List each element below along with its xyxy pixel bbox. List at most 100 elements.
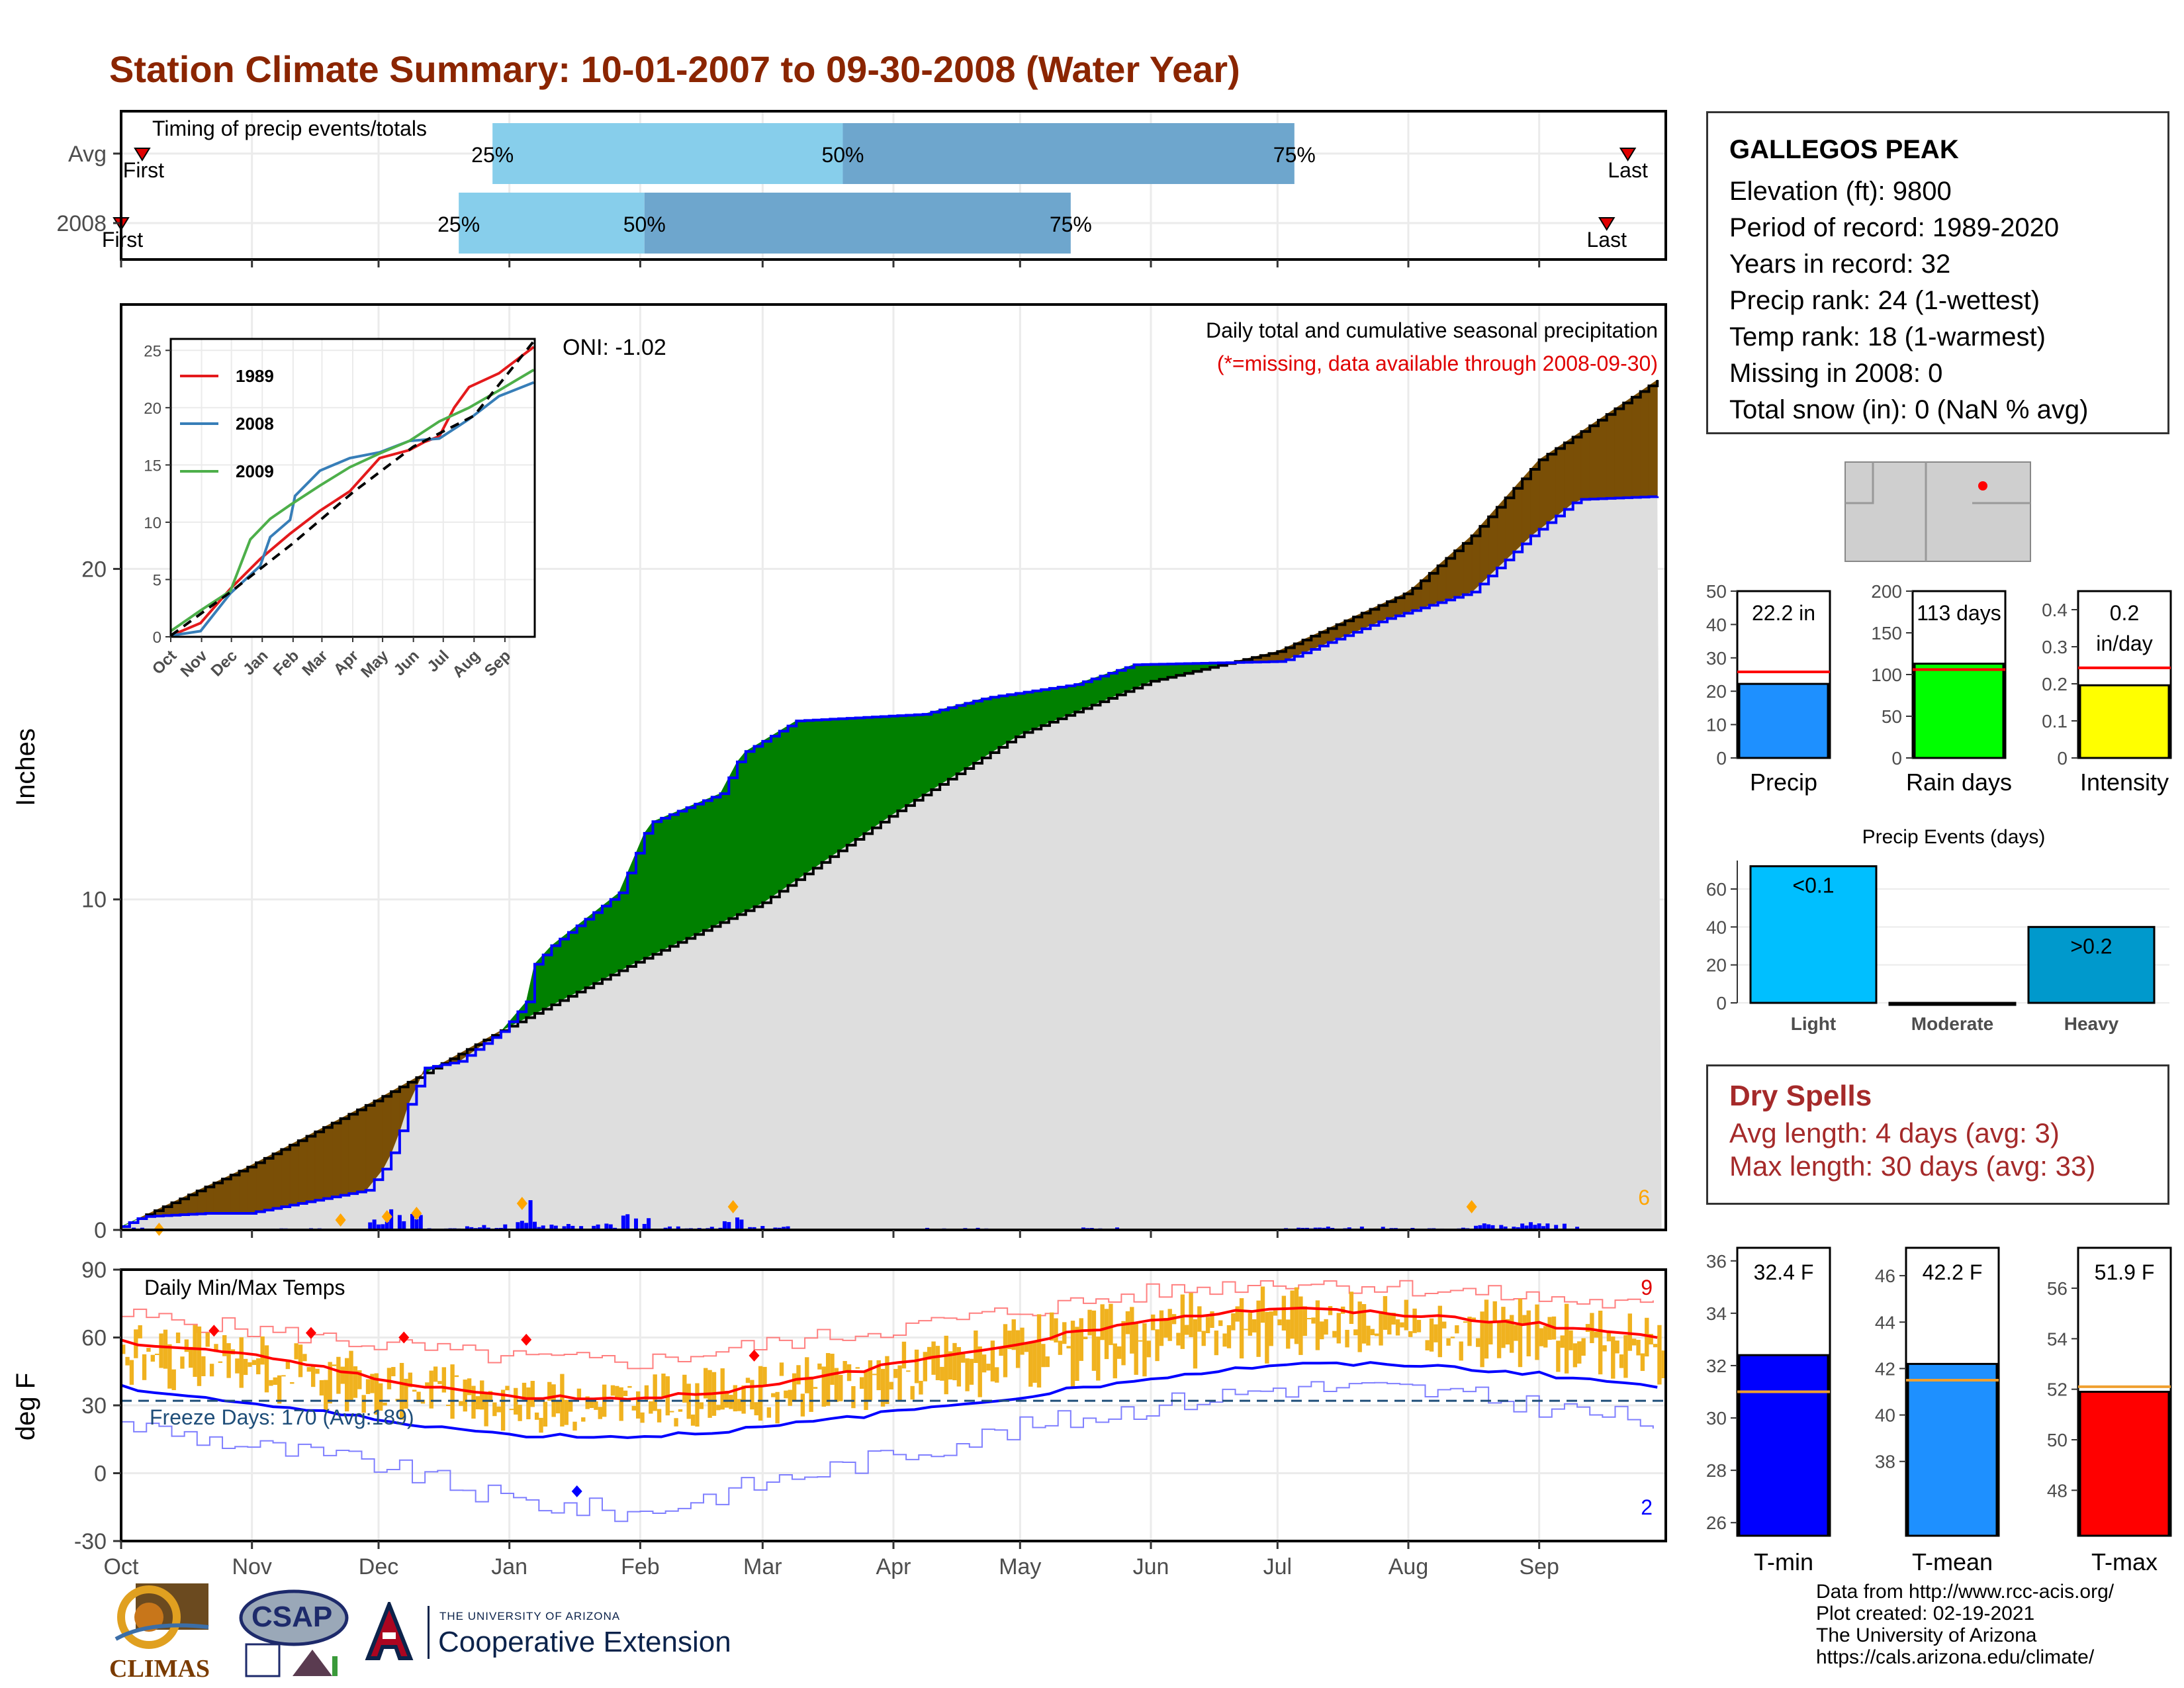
- daily-temp-bar: [1471, 1317, 1477, 1321]
- temp-summary-y-tick-label: 54: [2047, 1329, 2068, 1349]
- daily-temp-bar: [1455, 1325, 1459, 1334]
- total-y-tick-label: 0: [1716, 748, 1727, 769]
- total-value-label: 113 days: [1917, 601, 2001, 625]
- above-average-area: [678, 807, 688, 943]
- inset-legend-label: 1989: [236, 366, 274, 386]
- daily-temp-bar: [1155, 1329, 1160, 1362]
- daily-temp-bar: [1079, 1318, 1083, 1361]
- daily-temp-bar: [704, 1368, 708, 1399]
- total-panel-label: Intensity: [2080, 769, 2169, 796]
- station-temp-rank: Temp rank: 18 (1-warmest): [1729, 322, 2046, 352]
- precip-panel-subtitle: (*=missing, data available through 2008-…: [1217, 352, 1658, 375]
- total-y-tick-label: 20: [1706, 681, 1727, 702]
- daily-precip-bar: [642, 1223, 647, 1230]
- inset-y-tick-label: 10: [144, 514, 161, 532]
- inset-y-tick-label: 15: [144, 457, 161, 475]
- timing-row-label: 2008: [56, 211, 107, 236]
- daily-temp-bar: [901, 1341, 907, 1369]
- daily-precip-bar: [709, 1227, 714, 1230]
- daily-temp-bar: [779, 1362, 784, 1376]
- daily-temp-bar: [1649, 1334, 1653, 1345]
- timing-p50-label: 50%: [623, 212, 666, 236]
- daily-temp-bar: [416, 1391, 421, 1403]
- month-tick-label: Oct: [104, 1554, 139, 1579]
- above-average-area: [939, 707, 949, 785]
- daily-temp-bar: [830, 1354, 835, 1385]
- daily-temp-bar: [1645, 1317, 1649, 1357]
- daily-temp-bar: [644, 1385, 649, 1400]
- daily-temp-bar: [771, 1393, 776, 1397]
- event-category-label: Light: [1791, 1013, 1836, 1034]
- daily-temp-bar: [310, 1366, 316, 1387]
- daily-temp-bar: [340, 1366, 345, 1384]
- daily-temp-bar: [1357, 1301, 1362, 1352]
- daily-temp-bar: [729, 1395, 733, 1409]
- daily-temp-bar: [762, 1366, 767, 1386]
- daily-temp-bar: [581, 1417, 586, 1422]
- temps-y-tick-label: 60: [81, 1326, 107, 1351]
- timing-title: Timing of precip events/totals: [152, 117, 427, 140]
- total-y-tick-label: 50: [1706, 581, 1727, 602]
- daily-precip-bar: [1537, 1223, 1541, 1230]
- daily-temp-bar: [619, 1387, 623, 1421]
- daily-temp-bar: [1408, 1331, 1413, 1337]
- above-average-area: [1007, 692, 1017, 743]
- daily-temp-bar: [522, 1382, 527, 1401]
- above-average-area: [838, 718, 848, 852]
- daily-temp-bar: [686, 1383, 691, 1419]
- daily-temp-bar: [184, 1339, 189, 1352]
- temp-summary-y-tick-label: 34: [1706, 1303, 1727, 1324]
- daily-temp-bar: [670, 1411, 674, 1413]
- inset-legend-label: 2008: [236, 414, 274, 434]
- above-average-area: [754, 740, 763, 908]
- daily-temp-bar: [328, 1362, 332, 1404]
- daily-temp-bar: [1463, 1321, 1468, 1323]
- daily-temp-bar: [324, 1380, 328, 1410]
- below-average-area: [306, 1131, 316, 1203]
- daily-precip-bar: [1520, 1223, 1525, 1230]
- temps-y-tick-label: 30: [81, 1393, 107, 1419]
- daily-temp-bar: [754, 1402, 758, 1416]
- daily-temp-bar: [239, 1337, 244, 1388]
- daily-temp-bar: [226, 1343, 231, 1378]
- temp-summary-y-tick-label: 26: [1706, 1513, 1727, 1533]
- temps-y-tick-label: 90: [81, 1258, 107, 1283]
- daily-temp-bar: [336, 1356, 341, 1394]
- timing-p50-label: 50%: [821, 143, 864, 167]
- daily-temp-bar: [990, 1340, 995, 1382]
- daily-temp-bar: [475, 1396, 480, 1410]
- daily-precip-bar: [1554, 1225, 1559, 1230]
- daily-temp-bar: [821, 1366, 826, 1407]
- temp-summary-y-tick-label: 28: [1706, 1460, 1727, 1481]
- daily-precip-bar: [528, 1200, 533, 1230]
- above-average-area: [880, 716, 890, 823]
- daily-precip-bar: [566, 1224, 570, 1230]
- daily-temp-bar: [260, 1336, 265, 1365]
- daily-temp-bar: [509, 1409, 514, 1411]
- daily-temp-bar: [1315, 1300, 1320, 1350]
- daily-temp-bar: [273, 1377, 277, 1385]
- csap-text: CSAP: [251, 1601, 333, 1633]
- daily-precip-bar: [596, 1224, 600, 1230]
- total-y-tick-label: 200: [1871, 581, 1902, 602]
- daily-temp-bar: [741, 1385, 746, 1414]
- daily-temp-bar: [716, 1405, 721, 1411]
- temp-summary-label: T-min: [1754, 1548, 1813, 1575]
- daily-temp-bar: [598, 1407, 602, 1419]
- temp-summary-value-label: 42.2 F: [1923, 1260, 1983, 1284]
- daily-precip-bar: [385, 1221, 389, 1230]
- daily-temp-bar: [146, 1348, 151, 1352]
- precip-panel-title: Daily total and cumulative seasonal prec…: [1206, 318, 1658, 342]
- daily-temp-bar: [243, 1358, 248, 1376]
- daily-precip-bar: [537, 1227, 541, 1230]
- daily-temp-bar: [1416, 1319, 1422, 1333]
- daily-temp-bar: [1539, 1328, 1544, 1346]
- daily-temp-bar: [1210, 1311, 1214, 1328]
- below-average-area: [348, 1109, 358, 1194]
- daily-temp-bar: [294, 1343, 298, 1360]
- daily-precip-bar: [1562, 1223, 1567, 1230]
- daily-precip-bar: [1482, 1223, 1486, 1230]
- above-average-area: [872, 716, 882, 829]
- daily-temp-bar: [910, 1385, 915, 1400]
- event-bar: [1888, 1002, 2017, 1006]
